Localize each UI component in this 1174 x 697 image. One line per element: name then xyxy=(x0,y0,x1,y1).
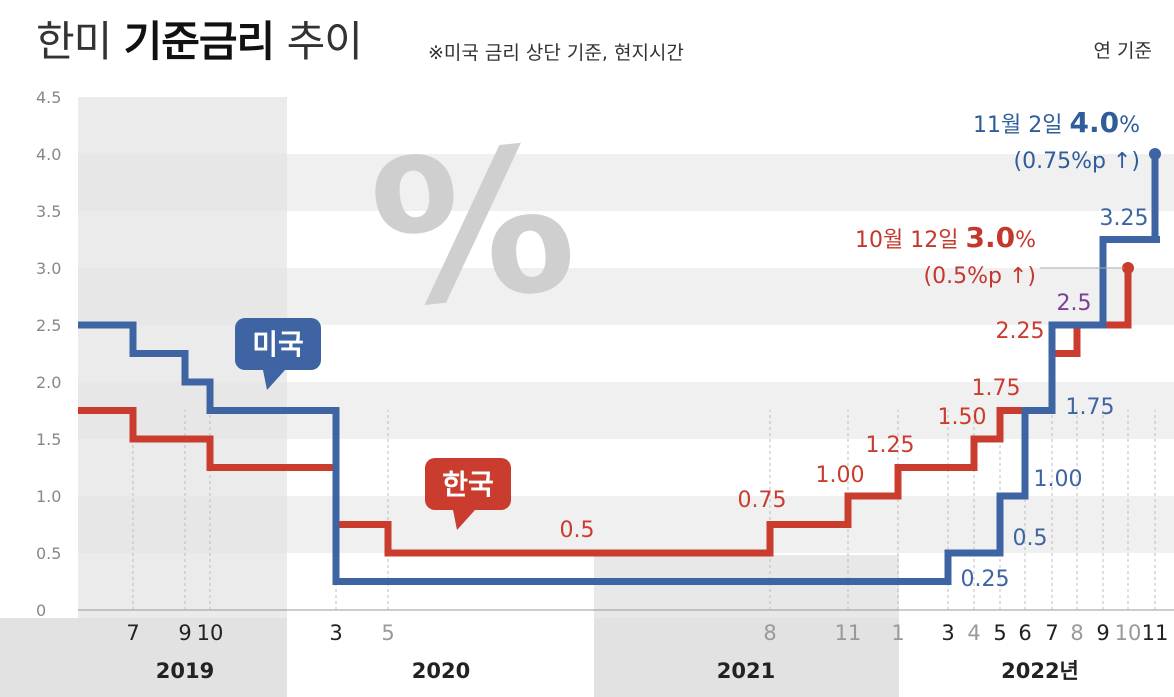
title-part-3: 추이 xyxy=(286,17,363,66)
month-tick-label: 7 xyxy=(1045,621,1058,645)
us-value-label: 3.25 xyxy=(1100,206,1149,231)
kr-annotation-value: 3.0 xyxy=(965,221,1015,254)
year-label: 2020 xyxy=(412,659,470,683)
kr-series-label-tail xyxy=(453,510,475,530)
y-tick-label: 4.0 xyxy=(36,145,61,164)
percent-symbol: % xyxy=(361,102,585,355)
series-point-kr-end xyxy=(1122,262,1134,274)
page-title: 한미 기준금리 추이 xyxy=(36,8,363,69)
y-tick-label: 2.0 xyxy=(36,373,61,392)
year-label: 2019 xyxy=(156,659,214,683)
kr-annotation-line1: 10월 12일 3.0% xyxy=(855,221,1036,254)
us-series-label-bg xyxy=(235,318,321,370)
y-tick-label: 2.5 xyxy=(36,316,61,335)
us-annotation-pct: % xyxy=(1119,113,1140,138)
series-line-us xyxy=(78,154,1159,585)
source-note: ※미국 금리 상단 기준, 현지시간 xyxy=(428,42,684,64)
month-tick-label: 6 xyxy=(1018,621,1031,645)
month-tick-label: 7 xyxy=(126,621,139,645)
year-band-2019 xyxy=(78,97,287,697)
kr-series-label-bg xyxy=(425,458,511,510)
us-value-label: 1.75 xyxy=(1066,395,1115,420)
y-tick-label: 1.0 xyxy=(36,487,61,506)
kr-series-label: 한국 xyxy=(442,468,494,501)
month-tick-label: 5 xyxy=(993,621,1006,645)
month-tick-label: 4 xyxy=(967,621,980,645)
unit-note: 연 기준 xyxy=(1093,40,1152,62)
year-label-band-2021 xyxy=(594,618,899,697)
month-tick-label: 9 xyxy=(178,621,191,645)
month-tick-label: 8 xyxy=(763,621,776,645)
us-annotation-value: 4.0 xyxy=(1069,106,1119,139)
title-part-1: 한미 xyxy=(36,17,112,66)
month-tick-label: 3 xyxy=(941,621,954,645)
month-tick-label: 8 xyxy=(1070,621,1083,645)
y-tick-label: 3.0 xyxy=(36,259,61,278)
us-value-label: 0.25 xyxy=(961,567,1010,592)
month-tick-label: 11 xyxy=(1142,621,1169,645)
year-label: 2021 xyxy=(717,659,775,683)
y-tick-label: 0 xyxy=(36,601,46,620)
kr-value-label: 2.25 xyxy=(996,319,1045,344)
us-annotation-change: (0.75%p ↑) xyxy=(1014,149,1140,174)
kr-value-label: 0.75 xyxy=(738,488,787,513)
year-label-band-2019 xyxy=(0,618,287,697)
us-value-label: 1.00 xyxy=(1034,467,1083,492)
us-annotation-line1: 11월 2일 4.0% xyxy=(973,106,1140,139)
kr-value-label: 0.5 xyxy=(560,518,595,543)
month-tick-label: 10 xyxy=(1115,621,1142,645)
us-series-label: 미국 xyxy=(252,328,304,361)
month-tick-label: 3 xyxy=(329,621,342,645)
kr-annotation-pct: % xyxy=(1015,228,1036,253)
kr-annotation-change: (0.5%p ↑) xyxy=(924,264,1036,289)
y-tick-label: 1.5 xyxy=(36,430,61,449)
title-part-2: 기준금리 xyxy=(123,17,276,66)
month-tick-label: 1 xyxy=(891,621,904,645)
us-series-label-tail xyxy=(263,370,285,390)
month-tick-label: 9 xyxy=(1096,621,1109,645)
month-tick-label: 10 xyxy=(197,621,224,645)
month-tick-label: 5 xyxy=(381,621,394,645)
kr-value-label: 1.00 xyxy=(816,463,865,488)
us-value-label: 2.5 xyxy=(1057,291,1092,316)
kr-value-label: 1.50 xyxy=(938,405,987,430)
kr-value-label: 1.75 xyxy=(972,376,1021,401)
y-tick-label: 0.5 xyxy=(36,544,61,563)
kr-annotation-date: 10월 12일 xyxy=(855,228,965,253)
y-tick-label: 3.5 xyxy=(36,202,61,221)
month-tick-label: 11 xyxy=(835,621,862,645)
kr-value-label: 1.25 xyxy=(866,433,915,458)
us-annotation-date: 11월 2일 xyxy=(973,113,1069,138)
y-tick-label: 4.5 xyxy=(36,88,61,107)
year-label: 2022년 xyxy=(1001,659,1079,683)
us-value-label: 0.5 xyxy=(1013,526,1048,551)
series-point-us-end xyxy=(1149,148,1161,160)
